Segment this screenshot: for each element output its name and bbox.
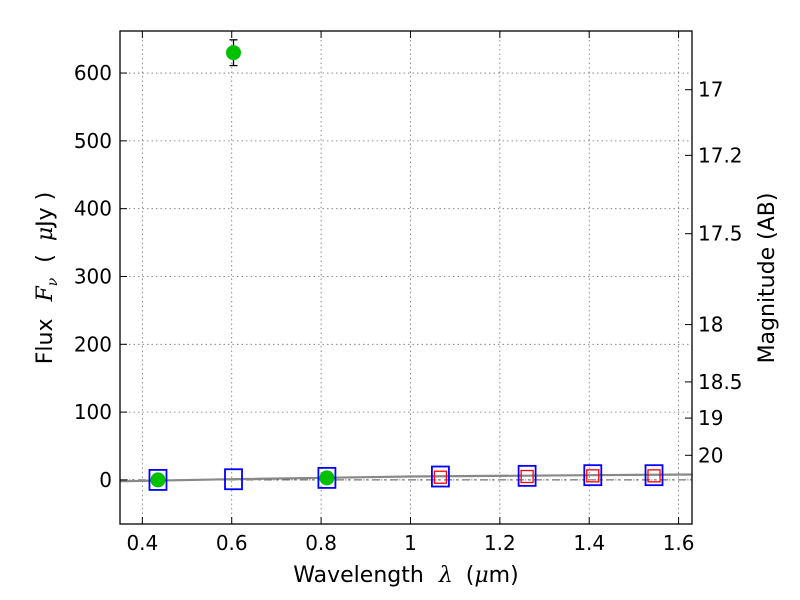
y-tick-label: 300 bbox=[74, 264, 112, 288]
data-point-square-small bbox=[647, 469, 661, 483]
y-tick-label: 100 bbox=[74, 400, 112, 424]
y2-tick-label: 17.5 bbox=[698, 222, 743, 246]
y-tick-label: 0 bbox=[99, 468, 112, 492]
data-point-circle bbox=[319, 470, 335, 486]
data-point-square bbox=[644, 464, 664, 487]
y2-tick-label: 18 bbox=[698, 313, 723, 337]
plot-frame bbox=[119, 30, 693, 525]
data-point-square-small bbox=[433, 470, 448, 484]
x-tick-label: 1 bbox=[404, 531, 417, 555]
y-tick-label: 500 bbox=[74, 129, 112, 153]
y2-tick-label: 17.2 bbox=[698, 143, 743, 167]
y-tick-label: 600 bbox=[74, 61, 112, 85]
data-point-square bbox=[224, 468, 243, 491]
y-tick-label: 400 bbox=[74, 197, 112, 221]
grid bbox=[120, 31, 692, 524]
model-curve-layer bbox=[119, 473, 693, 483]
data-point-square bbox=[583, 464, 603, 487]
data-markers bbox=[148, 39, 664, 491]
data-point-square bbox=[148, 469, 168, 491]
data-point-square bbox=[517, 464, 537, 487]
x-ticks: 0.4 0.6 0.8 1 1.2 1.4 1.6 bbox=[126, 31, 695, 555]
data-point-circle bbox=[150, 472, 166, 488]
data-point-square bbox=[317, 466, 337, 489]
x-tick-label: 0.4 bbox=[126, 531, 158, 555]
x-tick-label: 0.6 bbox=[216, 531, 248, 555]
x-axis-title: Wavelength λ (μm) bbox=[293, 563, 518, 588]
y-axis-title: Flux Fν ( μJy ) bbox=[33, 192, 63, 365]
y2-tick-label: 17 bbox=[698, 78, 723, 102]
y2-ticks: 17 17.2 17.5 18 18.5 19 20 bbox=[685, 78, 743, 467]
y-ticks: 0 100 200 300 400 500 600 bbox=[74, 61, 127, 492]
y2-tick-label: 19 bbox=[698, 406, 723, 430]
data-point-square-small bbox=[586, 469, 600, 483]
data-point-square bbox=[431, 465, 450, 488]
y2-axis-title: Magnitude (AB) bbox=[755, 193, 780, 364]
model-curve bbox=[119, 473, 693, 483]
y-tick-label: 200 bbox=[74, 332, 112, 356]
data-point-circle bbox=[226, 45, 242, 61]
x-tick-label: 1.2 bbox=[484, 531, 516, 555]
x-tick-label: 1.4 bbox=[573, 531, 605, 555]
x-tick-label: 1.6 bbox=[663, 531, 695, 555]
y2-tick-label: 18.5 bbox=[698, 370, 743, 394]
data-point-square-small bbox=[520, 469, 534, 484]
y2-tick-label: 20 bbox=[698, 443, 723, 467]
x-tick-label: 0.8 bbox=[305, 531, 337, 555]
